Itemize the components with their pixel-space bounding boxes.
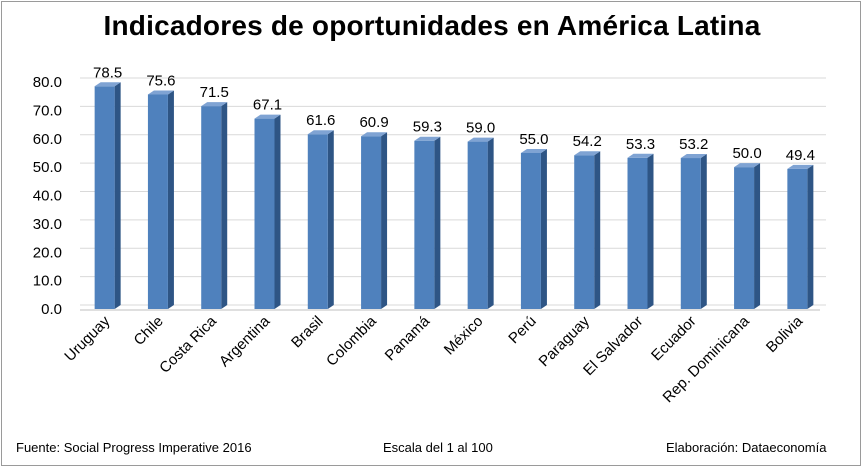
y-tick-label: 30.0	[33, 216, 62, 233]
bar	[254, 118, 275, 309]
bar-side	[221, 102, 228, 310]
bar-side	[381, 132, 388, 309]
scale-note: Escala del 1 al 100	[383, 440, 493, 455]
data-label: 49.4	[786, 147, 815, 164]
y-tick-label: 20.0	[33, 244, 62, 261]
bar-top	[94, 82, 121, 87]
x-tick-label: Chile	[131, 313, 167, 349]
bar	[201, 106, 222, 310]
bar	[307, 134, 328, 309]
bar	[520, 152, 541, 309]
source-note: Fuente: Social Progress Imperative 2016	[16, 440, 252, 455]
bar-top	[414, 136, 441, 141]
x-tick-label: Bolivia	[763, 312, 807, 356]
bar-top	[307, 130, 334, 135]
bar	[574, 155, 595, 309]
data-label: 67.1	[253, 97, 282, 114]
data-label: 50.0	[732, 145, 761, 162]
bar	[414, 140, 435, 309]
y-tick-label: 50.0	[33, 159, 62, 176]
y-tick-label: 40.0	[33, 188, 62, 205]
bar-side	[167, 90, 174, 309]
bar-side	[487, 137, 494, 309]
x-tick-label: Ecuador	[648, 313, 700, 365]
bar	[147, 94, 168, 309]
bar-side	[274, 114, 281, 309]
bar-side	[594, 151, 601, 309]
bar-side	[700, 154, 707, 309]
x-tick-label: Panamá	[382, 312, 434, 364]
bar	[680, 158, 701, 309]
y-tick-label: 60.0	[33, 131, 62, 148]
bar-top	[627, 153, 654, 158]
y-tick-label: 10.0	[33, 273, 62, 290]
bar-top	[520, 148, 547, 153]
x-tick-label: Colombia	[323, 312, 380, 369]
bar-top	[787, 164, 814, 169]
bar	[361, 136, 382, 309]
data-label: 59.0	[466, 120, 495, 137]
bar	[467, 141, 488, 309]
bar-top	[680, 154, 707, 159]
bar-top	[734, 163, 761, 168]
bar	[787, 168, 808, 309]
data-label: 75.6	[146, 72, 175, 89]
bar-side	[540, 148, 547, 309]
y-tick-label: 70.0	[33, 102, 62, 119]
x-tick-label: Argentina	[216, 312, 274, 370]
bar-side	[434, 136, 441, 309]
bar-top	[254, 114, 281, 119]
data-label: 61.6	[306, 112, 335, 129]
bar-top	[574, 151, 601, 156]
bar-top	[147, 90, 174, 95]
x-tick-label: Costa Rica	[156, 312, 220, 376]
bar-top	[361, 132, 388, 137]
data-label: 60.9	[359, 114, 388, 131]
bar-side	[647, 153, 654, 309]
bar	[734, 167, 755, 309]
bar-side	[114, 82, 121, 309]
data-label: 55.0	[519, 131, 548, 148]
bar	[627, 157, 648, 309]
x-tick-label: México	[441, 313, 487, 359]
bar	[94, 86, 115, 309]
x-tick-label: Perú	[505, 313, 539, 347]
data-label: 71.5	[200, 84, 229, 101]
chart-title: Indicadores de oportunidades en América …	[103, 10, 761, 41]
bar-top	[467, 137, 494, 142]
bar-side	[327, 130, 334, 309]
x-tick-label: Uruguay	[61, 312, 113, 364]
credit-note: Elaboración: Dataeconomía	[666, 440, 827, 455]
bar-side	[754, 163, 761, 309]
bar-top	[201, 102, 228, 107]
data-label: 53.3	[626, 136, 655, 153]
data-label: 59.3	[413, 119, 442, 136]
x-tick-label: Brasil	[288, 313, 327, 352]
data-label: 53.2	[679, 136, 708, 153]
data-label: 54.2	[573, 133, 602, 150]
bar-side	[807, 164, 814, 309]
data-label: 78.5	[93, 64, 122, 81]
y-tick-label: 80.0	[33, 74, 62, 91]
y-tick-label: 0.0	[41, 301, 62, 318]
